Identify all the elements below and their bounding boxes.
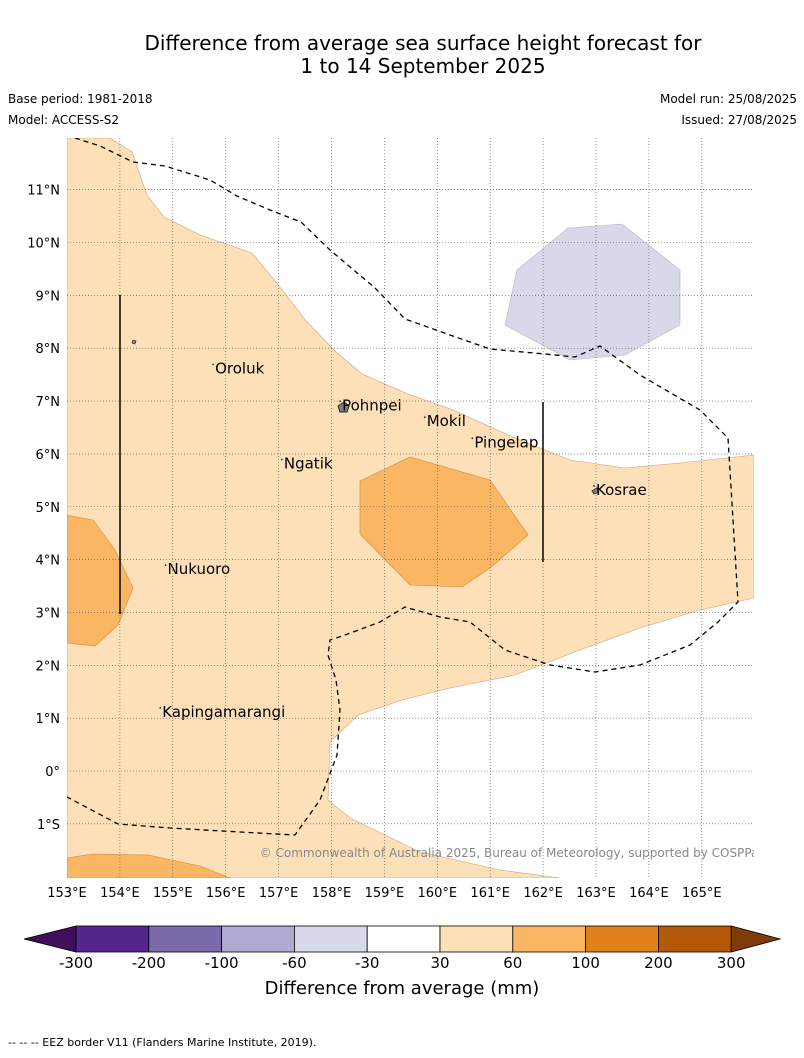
model-run: Model run: 25/08/2025 xyxy=(659,92,797,106)
latitude-label: 8°N xyxy=(36,342,61,357)
longitude-axis: 153°E 154°E 155°E 156°E 157°E 158°E 159°E 160°E… xyxy=(47,886,721,901)
longitude-label: 164°E xyxy=(629,886,669,901)
place-label: Pingelap xyxy=(474,433,538,451)
colorbar-segment xyxy=(439,925,514,953)
longitude-label: 156°E xyxy=(206,886,246,901)
colorbar: -300 -200 -100 -60 -30 30 60 100 200 300 xyxy=(23,925,782,972)
longitude-label: 162°E xyxy=(523,886,563,901)
latitude-label: 10°N xyxy=(27,237,60,252)
colorbar-segment xyxy=(75,925,150,953)
place-marker xyxy=(164,564,167,567)
map-area: Oroluk Pohnpei Mokil Pingelap Ngatik Kosrae Nu… xyxy=(67,138,765,878)
eez-border xyxy=(67,138,739,836)
place-marker xyxy=(280,458,283,461)
latitude-label: 6°N xyxy=(36,448,61,463)
longitude-label: 161°E xyxy=(470,886,510,901)
latitude-label: 9°N xyxy=(36,289,61,304)
colorbar-tick-label: -100 xyxy=(205,954,239,972)
place-marker xyxy=(212,363,215,366)
colorbar-segment xyxy=(366,925,441,953)
latitude-label: 11°N xyxy=(27,184,60,199)
latitude-label: 7°N xyxy=(36,395,61,410)
copyright-notice: © Commonwealth of Australia 2025, Bureau… xyxy=(260,846,765,860)
longitude-label: 157°E xyxy=(259,886,299,901)
small-island xyxy=(131,339,137,345)
latitude-axis: 11°N 10°N 9°N 8°N 7°N 6°N 5°N 4°N 3°N 2°N 1°N 0° 1°S xyxy=(27,184,60,833)
longitude-label: 160°E xyxy=(418,886,458,901)
colorbar-tick-label: -300 xyxy=(59,954,93,972)
place-label: Ngatik xyxy=(284,454,333,472)
place-marker xyxy=(593,484,595,487)
colorbar-segment xyxy=(658,925,732,953)
base-period: Base period: 1981-2018 xyxy=(8,92,153,106)
anomaly-region-60-100-south xyxy=(67,853,231,878)
colorbar-tick-label: 300 xyxy=(717,954,746,972)
place-label: Pohnpei xyxy=(342,396,402,414)
colorbar-under-arrow xyxy=(23,925,77,953)
longitude-label: 165°E xyxy=(682,886,722,901)
place-label: Kapingamarangi xyxy=(162,703,285,721)
place-label: Nukuoro xyxy=(168,560,231,578)
colorbar-segment xyxy=(585,925,659,953)
kosrae-island xyxy=(591,487,600,495)
latitude-label: 1°S xyxy=(37,818,60,833)
colorbar-title: Difference from average (mm) xyxy=(264,978,540,999)
issued-date: Issued: 27/08/2025 xyxy=(681,113,797,127)
place-label: Mokil xyxy=(427,412,466,430)
latitude-label: 0° xyxy=(45,765,60,780)
colorbar-tick-label: 200 xyxy=(644,954,673,972)
place-marker xyxy=(471,437,474,440)
longitude-label: 159°E xyxy=(365,886,405,901)
colorbar-segment xyxy=(293,925,368,953)
colorbar-segment xyxy=(221,925,295,953)
longitude-label: 158°E xyxy=(312,886,352,901)
colorbar-tick-label: 30 xyxy=(430,954,449,972)
longitude-label: 153°E xyxy=(47,886,87,901)
anomaly-region-60-100-west xyxy=(67,514,134,647)
place-markers: Oroluk Pohnpei Mokil Pingelap Ngatik Kosrae Nu… xyxy=(159,359,647,721)
eez-footnote: -- -- -- EEZ border V11 (Flanders Marine… xyxy=(8,1036,317,1049)
colorbar-segment xyxy=(148,925,223,953)
latitude-label: 4°N xyxy=(36,554,61,569)
colorbar-tick-label: -60 xyxy=(282,954,307,972)
colorbar-tick-label: 60 xyxy=(503,954,522,972)
colorbar-tick-label: 100 xyxy=(571,954,600,972)
colorbar-tick-label: -200 xyxy=(132,954,166,972)
colorbar-over-arrow xyxy=(730,925,782,953)
latitude-label: 2°N xyxy=(36,659,61,674)
map-title-line1: Difference from average sea surface heig… xyxy=(144,31,702,55)
longitude-label: 155°E xyxy=(153,886,193,901)
colorbar-segment xyxy=(512,925,586,953)
colorbar-tick-label: -30 xyxy=(355,954,380,972)
place-label: Kosrae xyxy=(596,481,647,499)
longitude-label: 163°E xyxy=(576,886,616,901)
latitude-label: 1°N xyxy=(36,712,61,727)
longitude-label: 154°E xyxy=(100,886,140,901)
model-name: Model: ACCESS-S2 xyxy=(8,113,120,127)
anomaly-region-minus-30-60 xyxy=(504,223,681,361)
place-label: Oroluk xyxy=(215,359,264,377)
map-title: Difference from average sea surface heig… xyxy=(0,32,804,78)
latitude-label: 5°N xyxy=(36,501,61,516)
place-marker xyxy=(339,400,341,403)
place-marker xyxy=(423,416,426,419)
latitude-label: 3°N xyxy=(36,606,61,621)
map-title-line2: 1 to 14 September 2025 xyxy=(300,54,546,78)
place-marker xyxy=(159,706,162,709)
pohnpei-island xyxy=(337,401,350,413)
